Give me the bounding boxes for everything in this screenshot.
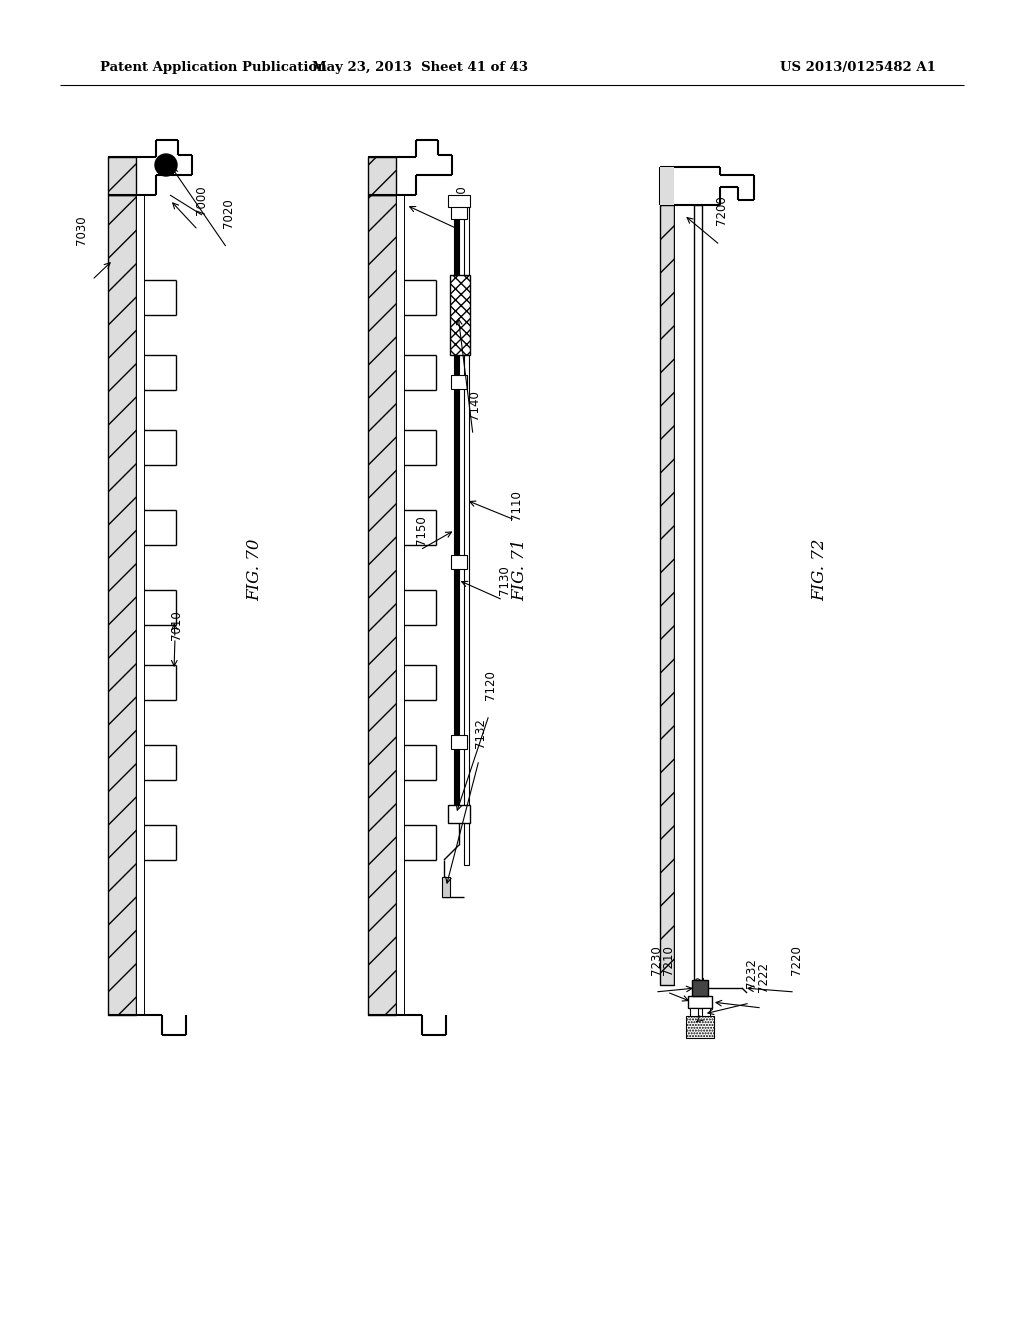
Bar	[694, 205, 702, 985]
Text: 7150: 7150	[415, 515, 428, 545]
Bar	[368, 195, 396, 1015]
Bar	[464, 205, 469, 865]
Text: 7130: 7130	[498, 565, 511, 595]
Text: 7222: 7222	[757, 962, 770, 993]
Text: May 23, 2013  Sheet 41 of 43: May 23, 2013 Sheet 41 of 43	[312, 62, 528, 74]
Bar	[368, 157, 396, 195]
Bar	[686, 1016, 714, 1038]
Bar	[688, 997, 712, 1008]
Bar	[692, 979, 708, 997]
Text: Patent Application Publication: Patent Application Publication	[100, 62, 327, 74]
Bar	[702, 1008, 710, 1016]
Bar	[442, 876, 450, 898]
Bar	[108, 195, 136, 1015]
Bar	[660, 168, 674, 205]
Text: 7132: 7132	[474, 718, 487, 748]
Text: 7100: 7100	[455, 185, 468, 215]
Text: 7010: 7010	[170, 610, 183, 640]
Bar	[454, 205, 459, 814]
Bar	[449, 805, 470, 822]
Bar	[660, 205, 674, 985]
Bar	[451, 205, 467, 219]
Bar	[451, 735, 467, 748]
Bar	[456, 235, 460, 814]
Bar	[674, 205, 694, 985]
Bar	[136, 195, 144, 1015]
Text: 7140: 7140	[468, 391, 481, 420]
Text: 7232: 7232	[745, 958, 758, 987]
Text: FIG. 72: FIG. 72	[811, 539, 828, 601]
Bar	[451, 554, 467, 569]
Text: 7110: 7110	[510, 490, 523, 520]
Text: 7200: 7200	[715, 195, 728, 224]
Text: 7220: 7220	[790, 945, 803, 975]
Bar	[690, 1008, 698, 1016]
Text: 7020: 7020	[222, 198, 234, 228]
Text: 7000: 7000	[195, 185, 208, 215]
Bar	[108, 157, 136, 195]
Text: US 2013/0125482 A1: US 2013/0125482 A1	[780, 62, 936, 74]
Bar	[450, 275, 470, 355]
Text: 7230: 7230	[650, 945, 663, 975]
Bar	[396, 195, 404, 1015]
Text: 7120: 7120	[484, 671, 497, 700]
Text: FIG. 71: FIG. 71	[512, 539, 528, 601]
Text: FIG. 70: FIG. 70	[247, 539, 263, 601]
Text: 7030: 7030	[75, 215, 88, 246]
Text: 7212: 7212	[694, 975, 707, 1005]
Ellipse shape	[155, 154, 177, 176]
Bar	[451, 375, 467, 389]
Bar	[449, 195, 470, 207]
Text: 7210: 7210	[662, 945, 675, 975]
